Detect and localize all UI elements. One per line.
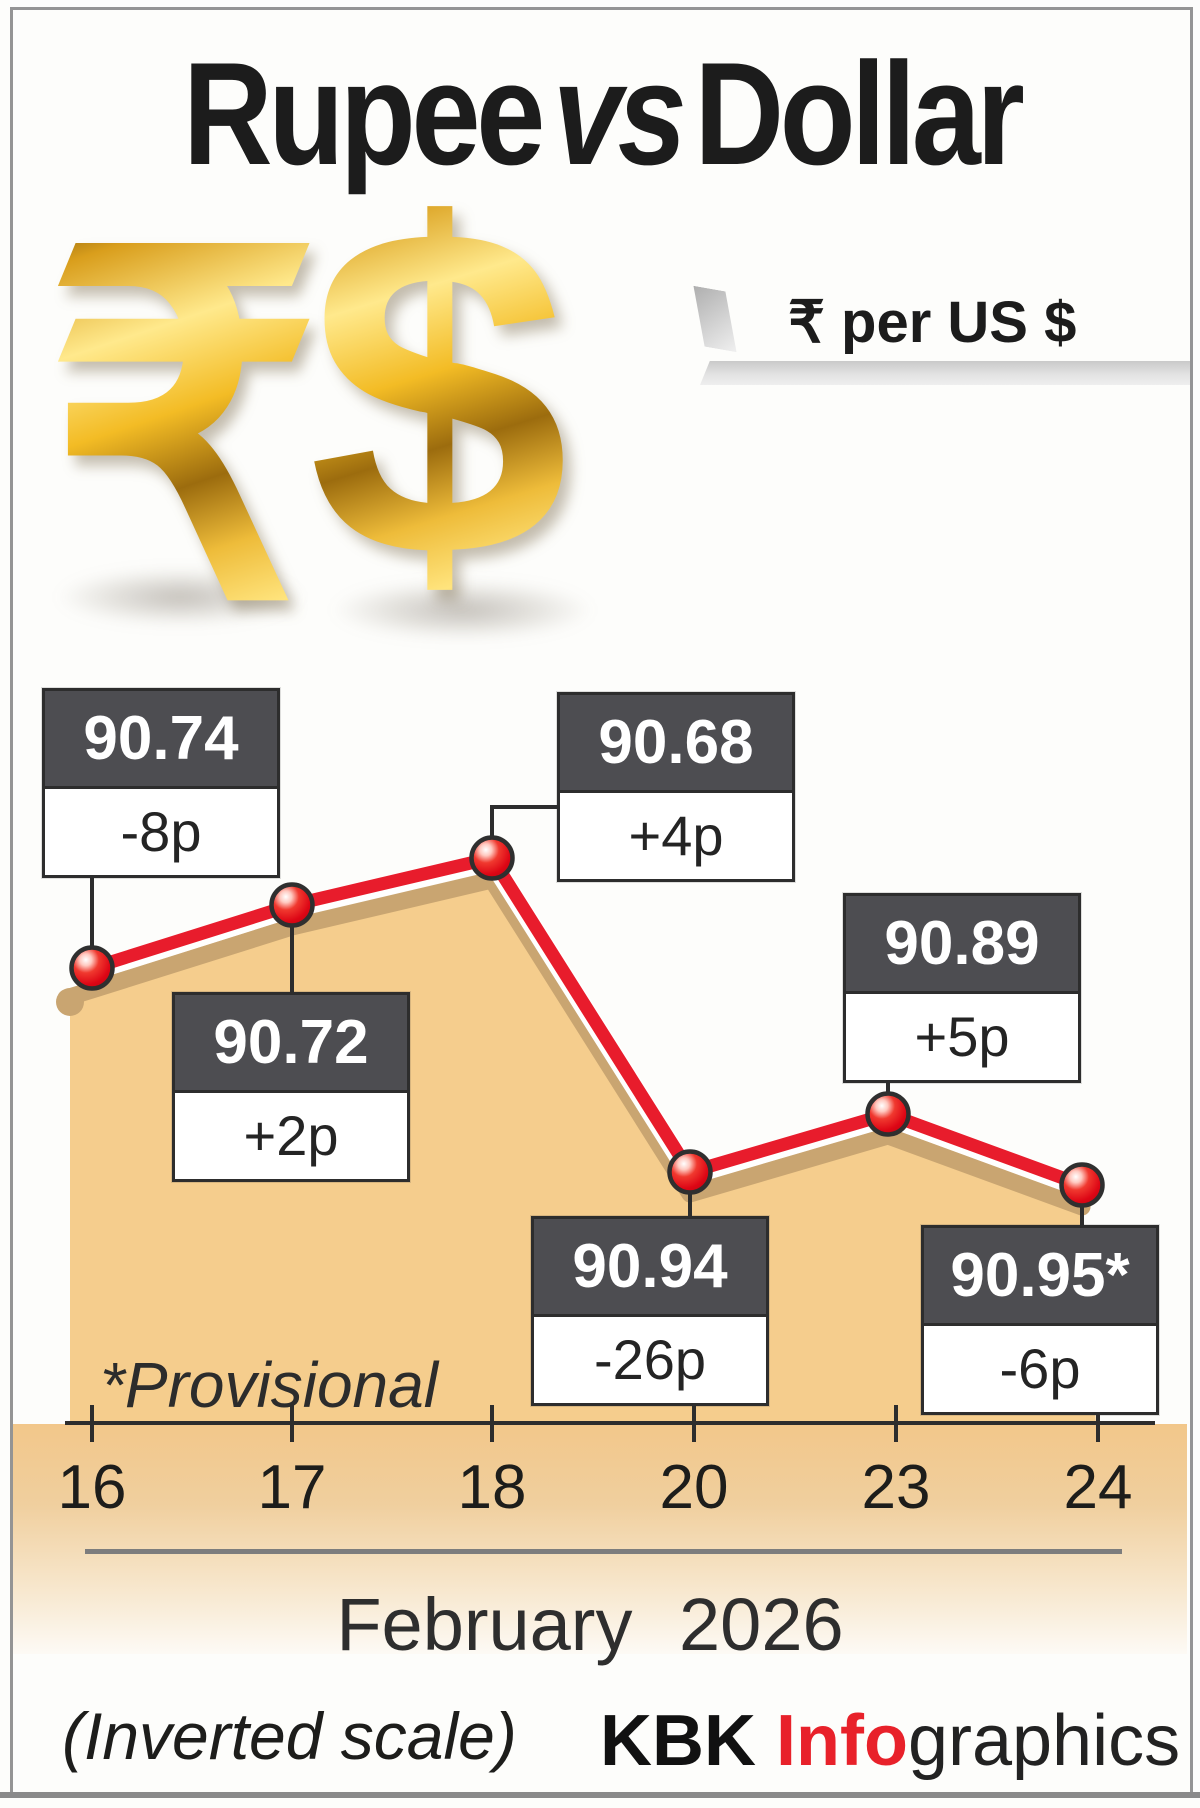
value-label: 90.94 bbox=[534, 1219, 766, 1317]
x-tick-label-18: 18 bbox=[457, 1453, 527, 1522]
title-word-vs: vs bbox=[552, 32, 687, 195]
unit-label: ₹ per US $ bbox=[788, 290, 1077, 355]
title-word-dollar: Dollar bbox=[694, 32, 1024, 195]
data-label-box-16: 90.74 -8p bbox=[42, 688, 280, 878]
change-label: +2p bbox=[175, 1093, 407, 1179]
marker-dot-24 bbox=[1059, 1162, 1105, 1208]
axis-gradient-band bbox=[13, 1424, 1187, 1654]
value-label: 90.95* bbox=[924, 1228, 1156, 1326]
credit-info: Info bbox=[776, 1701, 908, 1781]
x-tick-label-20: 20 bbox=[659, 1453, 729, 1522]
dollar-symbol-icon: $ bbox=[308, 130, 570, 655]
marker-dot-23 bbox=[865, 1091, 911, 1137]
data-label-box-23: 90.89 +5p bbox=[843, 893, 1081, 1083]
marker-dots bbox=[69, 835, 1105, 1208]
credit-graphics: graphics bbox=[907, 1701, 1181, 1781]
change-label: +4p bbox=[560, 793, 792, 879]
page-title: RupeevsDollar bbox=[92, 30, 1112, 198]
value-label: 90.74 bbox=[45, 691, 277, 789]
value-label: 90.68 bbox=[560, 695, 792, 793]
month-divider-line bbox=[85, 1549, 1122, 1554]
data-label-box-20: 90.94 -26p bbox=[531, 1216, 769, 1406]
x-axis-month-label: February 2026 bbox=[336, 1583, 844, 1666]
x-axis-ticks bbox=[90, 1405, 1100, 1442]
marker-dot-20 bbox=[667, 1149, 713, 1195]
bottom-border-line bbox=[0, 1792, 1200, 1798]
price-line bbox=[85, 851, 1089, 1192]
value-label: 90.72 bbox=[175, 995, 407, 1093]
change-label: -6p bbox=[924, 1326, 1156, 1412]
marker-dot-16 bbox=[69, 945, 115, 991]
change-label: +5p bbox=[846, 994, 1078, 1080]
inverted-scale-note: (Inverted scale) bbox=[62, 1699, 517, 1773]
credit-kbk: KBK bbox=[600, 1701, 776, 1781]
title-word-rupee: Rupee bbox=[183, 32, 545, 195]
data-label-box-17: 90.72 +2p bbox=[172, 992, 410, 1182]
credit-line: KBK Infographics bbox=[600, 1700, 1180, 1782]
dollar-ground-shadow bbox=[330, 580, 595, 640]
rupee-symbol-icon: ₹ bbox=[45, 168, 322, 693]
x-tick-label-24: 24 bbox=[1063, 1453, 1133, 1522]
data-label-box-18: 90.68 +4p bbox=[557, 692, 795, 882]
rupee-ground-shadow bbox=[55, 568, 305, 626]
change-label: -8p bbox=[45, 789, 277, 875]
value-label: 90.89 bbox=[846, 896, 1078, 994]
data-label-box-24: 90.95* -6p bbox=[921, 1225, 1159, 1415]
marker-dot-17 bbox=[269, 882, 315, 928]
provisional-note: *Provisional bbox=[100, 1349, 438, 1421]
x-tick-label-16: 16 bbox=[57, 1453, 127, 1522]
x-tick-label-17: 17 bbox=[257, 1453, 327, 1522]
marker-dot-18 bbox=[469, 835, 515, 881]
unit-ribbon bbox=[700, 361, 1190, 385]
change-label: -26p bbox=[534, 1317, 766, 1403]
x-tick-label-23: 23 bbox=[861, 1453, 931, 1522]
